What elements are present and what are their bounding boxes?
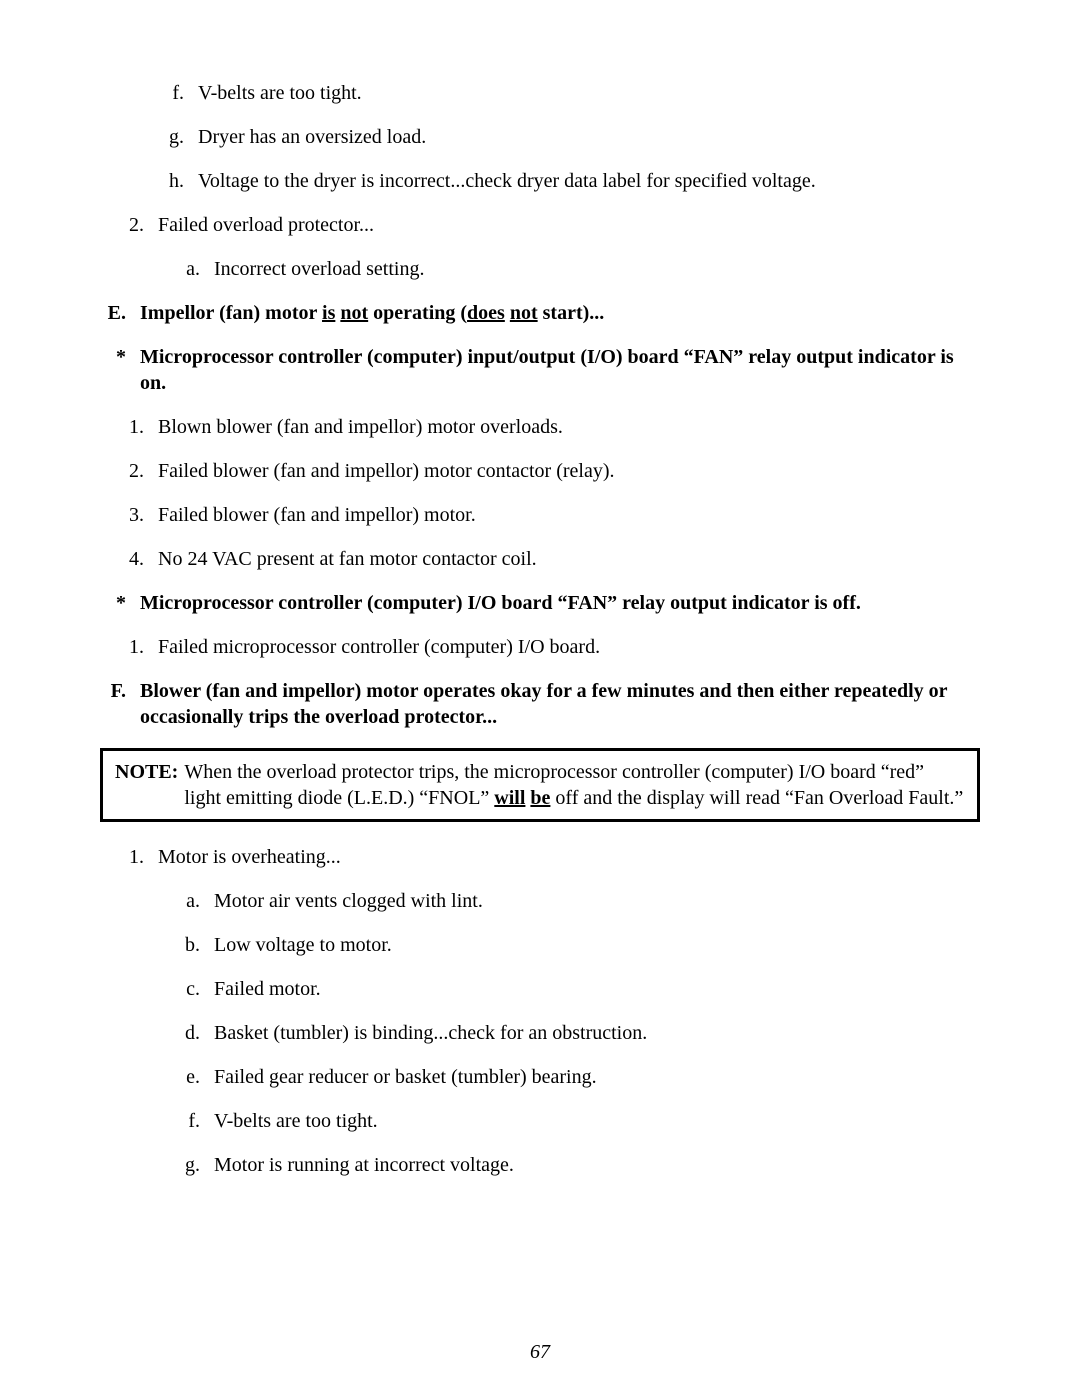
item-marker: h.: [140, 168, 198, 194]
list-item: 1. Motor is overheating...: [116, 844, 980, 870]
text-run-underline: not: [340, 302, 368, 324]
list-item: 1. Blown blower (fan and impellor) motor…: [116, 414, 980, 440]
item-text: V-belts are too tight.: [214, 1108, 980, 1134]
list-item: f. V-belts are too tight.: [140, 80, 980, 106]
list-item: d. Basket (tumbler) is binding...check f…: [156, 1020, 980, 1046]
item-marker: *: [100, 344, 140, 396]
item-text: Motor is running at incorrect voltage.: [214, 1152, 980, 1178]
item-marker: g.: [140, 124, 198, 150]
item-text: Low voltage to motor.: [214, 932, 980, 958]
item-text: Motor air vents clogged with lint.: [214, 888, 980, 914]
item-marker: 1.: [116, 634, 158, 660]
item-marker: c.: [156, 976, 214, 1002]
note-box: NOTE: When the overload protector trips,…: [100, 748, 980, 822]
list-item: 3. Failed blower (fan and impellor) moto…: [116, 502, 980, 528]
text-run-underline: not: [510, 302, 538, 324]
item-text: Failed microprocessor controller (comput…: [158, 634, 980, 660]
text-run-underline: be: [530, 787, 550, 809]
list-item: f. V-belts are too tight.: [156, 1108, 980, 1134]
item-text: No 24 VAC present at fan motor contactor…: [158, 546, 980, 572]
text-run: off and the display will read “Fan Overl…: [550, 787, 963, 809]
list-item: g. Dryer has an oversized load.: [140, 124, 980, 150]
text-run-underline: will: [494, 787, 525, 809]
section-marker: E.: [100, 300, 140, 326]
list-item: c. Failed motor.: [156, 976, 980, 1002]
item-marker: 2.: [116, 212, 158, 238]
list-item: * Microprocessor controller (computer) I…: [100, 590, 980, 616]
item-marker: b.: [156, 932, 214, 958]
list-item: e. Failed gear reducer or basket (tumble…: [156, 1064, 980, 1090]
list-item: 4. No 24 VAC present at fan motor contac…: [116, 546, 980, 572]
item-text: Microprocessor controller (computer) inp…: [140, 344, 980, 396]
section-title: Blower (fan and impellor) motor operates…: [140, 678, 980, 730]
item-marker: f.: [156, 1108, 214, 1134]
item-marker: a.: [156, 888, 214, 914]
section-heading-f: F. Blower (fan and impellor) motor opera…: [100, 678, 980, 730]
item-text: Dryer has an oversized load.: [198, 124, 980, 150]
item-marker: 2.: [116, 458, 158, 484]
item-marker: g.: [156, 1152, 214, 1178]
item-marker: 4.: [116, 546, 158, 572]
text-run: Impellor (fan) motor: [140, 302, 322, 324]
item-marker: 1.: [116, 414, 158, 440]
item-marker: a.: [156, 256, 214, 282]
item-text: Voltage to the dryer is incorrect...chec…: [198, 168, 980, 194]
item-text: Motor is overheating...: [158, 844, 980, 870]
list-item: 2. Failed overload protector...: [116, 212, 980, 238]
item-text: Failed gear reducer or basket (tumbler) …: [214, 1064, 980, 1090]
item-text: Blown blower (fan and impellor) motor ov…: [158, 414, 980, 440]
document-page: f. V-belts are too tight. g. Dryer has a…: [0, 0, 1080, 1397]
item-text: Failed blower (fan and impellor) motor c…: [158, 458, 980, 484]
item-marker: e.: [156, 1064, 214, 1090]
text-run: start)...: [538, 302, 605, 324]
note-text: When the overload protector trips, the m…: [184, 759, 965, 811]
section-marker: F.: [100, 678, 140, 730]
item-marker: 1.: [116, 844, 158, 870]
list-item: a. Motor air vents clogged with lint.: [156, 888, 980, 914]
text-run: operating (: [368, 302, 467, 324]
item-text: Incorrect overload setting.: [214, 256, 980, 282]
item-text: Microprocessor controller (computer) I/O…: [140, 590, 980, 616]
list-item: a. Incorrect overload setting.: [156, 256, 980, 282]
item-marker: f.: [140, 80, 198, 106]
page-number: 67: [0, 1339, 1080, 1365]
list-item: * Microprocessor controller (computer) i…: [100, 344, 980, 396]
note-label: NOTE:: [115, 759, 184, 811]
item-text: Basket (tumbler) is binding...check for …: [214, 1020, 980, 1046]
item-marker: *: [100, 590, 140, 616]
item-text: Failed overload protector...: [158, 212, 980, 238]
item-text: V-belts are too tight.: [198, 80, 980, 106]
item-text: Failed blower (fan and impellor) motor.: [158, 502, 980, 528]
item-marker: d.: [156, 1020, 214, 1046]
item-marker: 3.: [116, 502, 158, 528]
section-title: Impellor (fan) motor is not operating (d…: [140, 300, 980, 326]
text-run-underline: is: [322, 302, 335, 324]
list-item: g. Motor is running at incorrect voltage…: [156, 1152, 980, 1178]
list-item: 2. Failed blower (fan and impellor) moto…: [116, 458, 980, 484]
item-text: Failed motor.: [214, 976, 980, 1002]
list-item: b. Low voltage to motor.: [156, 932, 980, 958]
list-item: 1. Failed microprocessor controller (com…: [116, 634, 980, 660]
text-run-underline: does: [467, 302, 505, 324]
section-heading-e: E. Impellor (fan) motor is not operating…: [100, 300, 980, 326]
list-item: h. Voltage to the dryer is incorrect...c…: [140, 168, 980, 194]
